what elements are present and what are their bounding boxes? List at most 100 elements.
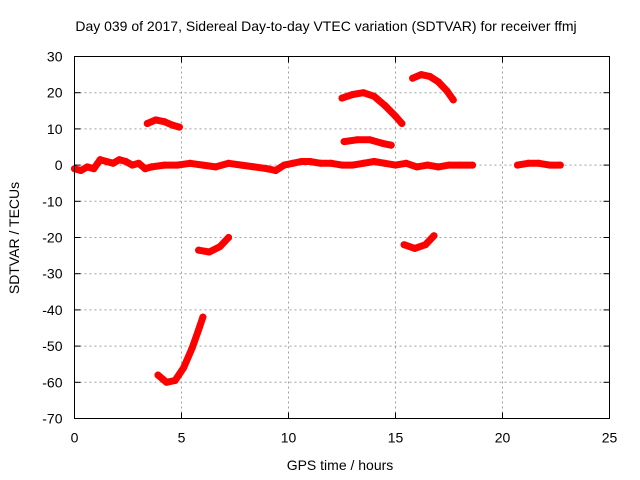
data-point <box>387 141 395 149</box>
data-point <box>272 167 280 175</box>
data-point <box>160 161 168 169</box>
data-point <box>417 71 425 79</box>
data-point <box>225 159 233 167</box>
data-point <box>250 163 258 171</box>
data-point <box>370 157 378 165</box>
data-point <box>338 161 346 169</box>
data-point <box>524 159 532 167</box>
data-point <box>381 159 389 167</box>
y-tick-label: 20 <box>47 85 63 101</box>
data-point <box>556 161 564 169</box>
data-point <box>392 112 399 120</box>
data-point <box>152 116 160 124</box>
data-point <box>297 157 305 165</box>
y-tick-label: -40 <box>42 302 62 318</box>
data-point <box>445 161 453 169</box>
data-point <box>411 244 419 252</box>
y-tick-label: 0 <box>55 157 63 173</box>
data-point <box>216 243 224 251</box>
data-point <box>163 378 171 386</box>
data-point <box>225 234 233 241</box>
data-point <box>443 87 451 95</box>
data-point <box>398 119 406 127</box>
data-point <box>169 121 177 129</box>
data-point <box>128 161 136 169</box>
data-point <box>349 161 357 169</box>
data-point <box>370 92 378 100</box>
data-point <box>469 161 477 169</box>
series-trace-8 <box>409 71 457 104</box>
data-point <box>237 161 245 169</box>
data-point <box>381 101 389 109</box>
y-tick-label: -60 <box>42 374 62 390</box>
data-series <box>71 71 564 386</box>
x-tick-label: 25 <box>602 430 618 446</box>
y-tick-label: -70 <box>42 411 62 427</box>
data-point <box>400 241 408 249</box>
data-point <box>115 156 123 164</box>
data-point <box>535 159 543 167</box>
data-point <box>280 161 288 169</box>
grid-lines <box>74 56 610 419</box>
x-tick-label: 10 <box>281 430 297 446</box>
data-point <box>456 161 464 169</box>
data-point <box>359 89 367 97</box>
data-point <box>195 326 203 334</box>
data-point <box>359 159 367 167</box>
x-tick-label: 15 <box>388 430 404 446</box>
data-point <box>434 78 442 86</box>
data-point <box>434 163 442 171</box>
y-tick-label: -30 <box>42 266 62 282</box>
data-point <box>353 136 361 144</box>
series-trace-11 <box>154 313 207 386</box>
x-tick-label: 20 <box>495 430 511 446</box>
data-point <box>289 159 297 167</box>
data-point <box>122 157 130 165</box>
data-point <box>263 165 271 173</box>
data-point <box>90 165 98 173</box>
data-point <box>83 163 91 171</box>
y-tick-label: -20 <box>42 230 62 246</box>
y-tick-label: 10 <box>47 121 63 137</box>
data-point <box>392 161 399 169</box>
x-tick-label: 5 <box>178 430 186 446</box>
data-point <box>212 163 220 171</box>
data-point <box>195 246 203 254</box>
data-point <box>421 241 429 249</box>
data-point <box>379 139 387 147</box>
data-point <box>135 159 143 167</box>
y-tick-label: -10 <box>42 193 62 209</box>
data-point <box>173 161 181 169</box>
y-tick-label: 30 <box>47 49 63 65</box>
data-point <box>77 167 85 175</box>
axis-ticks: 0 5 10 15 20 25 -70 -60 -50 -40 -30 -20 -10 0 10 20 30 <box>42 49 617 446</box>
series-trace-9 <box>195 234 233 256</box>
data-point <box>205 248 213 256</box>
data-point <box>103 157 111 165</box>
data-point <box>141 165 149 173</box>
y-tick-label: -50 <box>42 338 62 354</box>
data-point <box>513 161 521 169</box>
data-point <box>148 163 156 171</box>
data-point <box>96 156 104 164</box>
data-point <box>413 163 421 171</box>
data-point <box>199 161 207 169</box>
data-point <box>409 74 417 82</box>
data-point <box>188 344 196 352</box>
data-point <box>160 118 168 126</box>
data-point <box>430 232 438 240</box>
data-point <box>306 157 314 165</box>
x-axis-label: GPS time / hours <box>287 457 394 473</box>
data-point <box>402 159 410 167</box>
data-point <box>366 136 374 144</box>
data-point <box>171 376 179 384</box>
data-point <box>186 159 194 167</box>
data-point <box>546 161 554 169</box>
y-axis-label: SDTVAR / TECUs <box>6 182 22 294</box>
data-point <box>426 72 434 80</box>
data-point <box>154 371 162 379</box>
chart-title: Day 039 of 2017, Sidereal Day-to-day VTE… <box>75 18 576 34</box>
data-point <box>143 119 151 127</box>
data-point <box>175 123 183 131</box>
